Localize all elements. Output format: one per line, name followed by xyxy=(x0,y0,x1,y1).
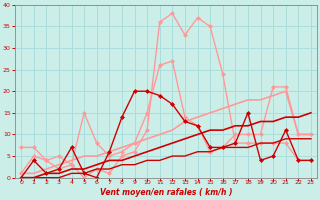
X-axis label: Vent moyen/en rafales ( km/h ): Vent moyen/en rafales ( km/h ) xyxy=(100,188,232,197)
